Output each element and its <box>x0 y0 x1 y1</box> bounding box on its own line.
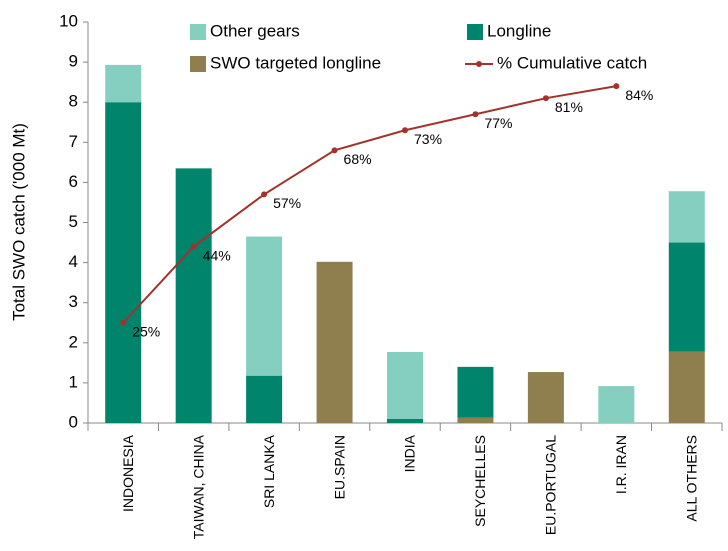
y-tick-label: 7 <box>69 132 78 151</box>
y-tick-label: 9 <box>69 52 78 71</box>
bar-segment <box>598 386 635 423</box>
data-label: 68% <box>344 151 372 167</box>
bar-segment <box>387 352 423 419</box>
bar-segment <box>457 366 494 418</box>
x-tick-label: TAIWAN, CHINA <box>190 434 206 539</box>
line-marker <box>120 319 127 326</box>
x-tick-label: INDONESIA <box>120 434 136 512</box>
line-marker <box>402 127 408 134</box>
y-tick-label: 1 <box>69 372 78 391</box>
bar-segment <box>668 351 705 423</box>
data-label: 73% <box>414 131 442 147</box>
x-tick-label: SEYCHELLES <box>472 435 488 527</box>
bar-segment <box>105 64 142 103</box>
y-tick-label: 4 <box>69 252 78 271</box>
bar-segment <box>246 375 283 423</box>
y-tick-label: 5 <box>69 212 78 231</box>
legend-swatch <box>190 24 206 40</box>
data-label: 77% <box>484 115 512 131</box>
x-tick-label: EU.SPAIN <box>331 435 347 499</box>
y-axis-title: Total SWO catch ('000 Mt) <box>9 123 28 321</box>
data-label: 25% <box>132 323 160 339</box>
bar-segment <box>246 236 283 376</box>
x-tick-label: INDIA <box>402 434 418 472</box>
cumulative-line <box>122 85 617 324</box>
bar-segment <box>316 261 353 423</box>
bar-segment <box>175 168 212 423</box>
line-marker <box>613 83 620 90</box>
legend-label: SWO targeted longline <box>210 53 381 72</box>
legend-swatch <box>190 56 206 72</box>
y-tick-label: 3 <box>69 292 78 311</box>
line-marker <box>331 147 338 154</box>
line-marker <box>190 243 197 250</box>
bar-segment <box>387 418 423 423</box>
data-label: 44% <box>203 247 231 263</box>
y-tick-label: 0 <box>69 412 78 431</box>
y-tick-label: 10 <box>59 11 78 30</box>
bar-segment <box>668 242 705 352</box>
line-marker <box>472 111 479 118</box>
bar-segment <box>105 102 142 423</box>
legend-label: % Cumulative catch <box>497 53 647 72</box>
y-tick-label: 2 <box>69 332 78 351</box>
y-tick-label: 6 <box>69 172 78 191</box>
x-tick-label: ALL OTHERS <box>683 435 699 522</box>
data-label: 84% <box>625 87 653 103</box>
legend-marker <box>476 61 482 67</box>
x-tick-label: SRI LANKA <box>261 434 277 508</box>
bar-segment <box>527 372 564 423</box>
legend-swatch <box>467 24 483 40</box>
x-tick-label: EU.PORTUGAL <box>543 435 559 535</box>
bar-segment <box>668 191 705 243</box>
data-label: 81% <box>555 99 583 115</box>
data-label: 57% <box>273 195 301 211</box>
line-marker <box>542 95 549 102</box>
legend-label: Other gears <box>210 21 300 40</box>
x-tick-label: I.R. IRAN <box>613 435 629 494</box>
y-tick-label: 8 <box>69 92 78 111</box>
line-marker <box>261 191 268 198</box>
bar-segment <box>457 417 494 423</box>
legend-label: Longline <box>487 21 551 40</box>
